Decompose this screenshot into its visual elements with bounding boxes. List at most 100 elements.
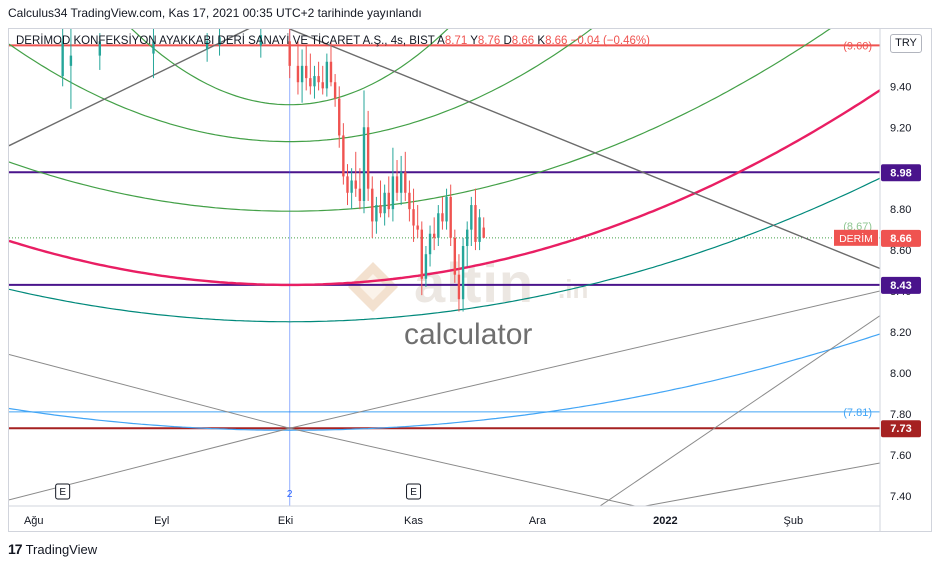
y-tick-label: 8.60 — [890, 245, 911, 257]
tradingview-logo-icon: 17 — [8, 541, 23, 557]
x-tick-label: Ağu — [24, 515, 44, 527]
earnings-marker — [55, 483, 71, 500]
candle-body — [296, 65, 300, 83]
close-value: 8.66 — [545, 35, 568, 47]
candle-body — [437, 213, 440, 238]
trend-line — [289, 427, 638, 506]
level-annotation: (7.81) — [843, 407, 872, 419]
candle-body — [416, 225, 419, 230]
candle-body — [61, 41, 64, 77]
candle-body — [379, 205, 382, 214]
price-tag-label: 8.43 — [890, 280, 911, 292]
arc-green2 — [9, 29, 593, 143]
candle-body — [424, 254, 428, 279]
dividend-marker-label: 2 — [287, 489, 293, 500]
price-tag-bg — [881, 229, 921, 247]
x-tick-label: Eki — [278, 515, 293, 527]
high-value: 8.76 — [477, 35, 501, 47]
open-label: A — [437, 35, 445, 47]
close-label: K — [537, 35, 546, 47]
candle-body — [69, 55, 73, 66]
trend-line — [642, 462, 880, 506]
candle-body — [428, 233, 432, 255]
candle-body — [338, 98, 341, 136]
symbol-tag-label: DERİM — [839, 232, 873, 245]
candle-body — [432, 233, 436, 238]
chart-frame[interactable] — [8, 28, 932, 532]
candle-body — [375, 205, 378, 222]
trend-line — [9, 427, 290, 501]
candle-body — [383, 192, 386, 214]
candle-body — [461, 246, 465, 300]
watermark-brand: altin — [414, 251, 535, 314]
candle-body — [404, 172, 407, 193]
candle-body — [354, 180, 357, 189]
candle-body — [371, 188, 374, 222]
candle-body — [395, 176, 399, 193]
candle-body — [391, 176, 395, 210]
candle-body — [366, 127, 370, 189]
candle-body — [457, 274, 461, 300]
candle-body — [342, 135, 345, 177]
candle-body — [350, 180, 353, 193]
symbol-tag-bg — [834, 229, 878, 246]
y-tick-label: 8.00 — [890, 368, 911, 380]
trend-line — [289, 29, 880, 270]
x-tick-label: Ara — [529, 515, 547, 527]
change-value: −0.04 (−0.46%) — [570, 35, 650, 47]
candle-body — [259, 35, 263, 46]
candle-body — [321, 82, 324, 89]
candle-body — [470, 205, 473, 230]
price-tag-bg — [881, 420, 921, 438]
price-chart[interactable]: 9.609.409.209.008.808.608.408.208.007.80… — [0, 0, 940, 540]
y-tick-label: 7.40 — [890, 491, 911, 503]
low-value: 8.66 — [511, 35, 535, 47]
candle-body — [445, 196, 448, 222]
candle-body — [474, 205, 477, 242]
candle-body — [218, 37, 221, 46]
arc-pink — [9, 89, 880, 287]
y-tick-label: 7.60 — [890, 450, 911, 462]
earnings-marker-label: E — [59, 487, 66, 498]
price-tag-bg — [881, 164, 921, 182]
trend-line — [289, 290, 880, 429]
candle-body — [152, 41, 155, 54]
footer-brand[interactable]: 17 TradingView — [8, 541, 97, 557]
candle-body — [453, 237, 457, 275]
low-label: D — [503, 35, 512, 47]
x-tick-label: Şub — [784, 515, 804, 527]
candle-body — [478, 217, 481, 242]
price-tag-bg — [881, 276, 921, 294]
price-tag-label: 7.73 — [890, 423, 911, 435]
candle-body — [98, 41, 102, 56]
y-tick-label: 7.80 — [890, 409, 911, 421]
candle-body — [317, 76, 320, 83]
symbol-name: DERİMOD KONFEKSİYON AYAKKABI DERİ SANAYİ… — [16, 35, 435, 47]
candle-body — [288, 41, 291, 66]
candle-body — [449, 196, 452, 238]
candle-body — [387, 192, 390, 210]
y-tick-label: 8.80 — [890, 204, 911, 216]
arc-green1 — [9, 29, 831, 212]
trend-line — [9, 354, 290, 429]
publish-line: Calculus34 TradingView.com, Kas 17, 2021… — [8, 6, 422, 20]
candle-body — [300, 65, 304, 83]
earnings-marker — [406, 483, 422, 500]
currency-button[interactable]: TRY — [890, 34, 922, 53]
symbol-legend: DERİMOD KONFEKSİYON AYAKKABI DERİ SANAYİ… — [16, 35, 650, 47]
x-tick-label: Kas — [404, 515, 423, 527]
y-tick-label: 9.20 — [890, 122, 911, 134]
price-tag-label: 8.98 — [890, 167, 911, 179]
footer-brand-name: TradingView — [25, 541, 98, 557]
arc-lightblue — [9, 333, 880, 431]
candle-body — [329, 61, 333, 83]
plot-area — [9, 29, 880, 506]
candle-body — [313, 76, 316, 87]
x-tick-label: Eyl — [154, 515, 169, 527]
candle-body — [205, 41, 209, 50]
candle-body — [482, 227, 485, 238]
x-tick-label: 2022 — [653, 515, 677, 527]
candle-body — [399, 172, 403, 193]
candle-body — [362, 127, 366, 201]
candle-body — [358, 188, 362, 201]
